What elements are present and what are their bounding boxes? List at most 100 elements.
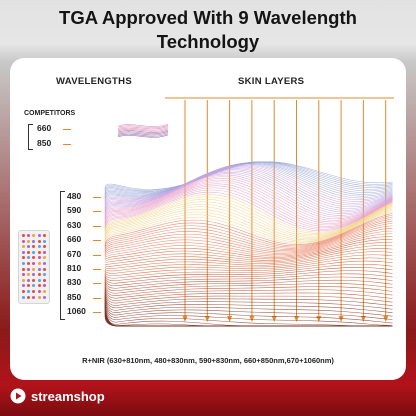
wavelength-wave-line [104, 257, 393, 274]
wavelength-wave-line [104, 267, 393, 281]
wavelength-wave-line [104, 284, 393, 299]
competitor-wavelength-660: 660 [37, 123, 52, 133]
wavelength-wave-line [104, 228, 393, 256]
product-tick-630 [93, 225, 101, 227]
competitor-wave-line [117, 129, 169, 133]
led-dot [37, 284, 41, 288]
wavelength-wave-line [104, 216, 393, 249]
led-dot [32, 262, 36, 265]
product-tick-480 [93, 197, 101, 198]
wavelength-wave-line [104, 194, 393, 233]
wavelength-wave-line [104, 254, 393, 272]
competitor-wave-line [117, 128, 169, 132]
wavelength-wave-line [104, 185, 393, 227]
brand-logo[interactable]: streamshop [10, 388, 105, 404]
led-dot [37, 245, 41, 249]
wavelength-wave-line [104, 273, 393, 287]
wavelength-wave-line [104, 167, 393, 209]
led-dot [27, 295, 31, 299]
competitor-wave-line [117, 127, 169, 131]
led-dot [42, 239, 46, 243]
arrow-head [338, 316, 344, 322]
led-dot [32, 234, 36, 237]
competitor-wave-line [117, 126, 169, 130]
arrow-head [204, 316, 210, 322]
wavelength-wave-line [104, 292, 393, 317]
led-dot [27, 256, 31, 260]
arrow-head [294, 316, 299, 322]
led-dot [37, 250, 41, 254]
competitor-wave-line [117, 134, 169, 138]
product-bracket [60, 191, 65, 320]
wavelength-wave-line [104, 297, 393, 326]
led-dot [27, 239, 31, 243]
title-line-1: TGA Approved With 9 Wavelength [59, 7, 357, 28]
competitor-wave-line [117, 130, 169, 135]
wavelength-wave-line [104, 245, 393, 265]
competitor-wavelength-850: 850 [37, 138, 52, 148]
led-dot [42, 273, 46, 277]
wavelength-wave-line [104, 225, 393, 255]
wavelength-wave-line [104, 307, 393, 327]
wavelength-wave-line [104, 166, 393, 207]
wavelength-wave-line [104, 164, 393, 203]
product-wavelength-1060: 1060 [67, 306, 86, 317]
product-tick-850 [93, 297, 101, 299]
led-dot [27, 284, 31, 288]
wavelength-wave-line [104, 236, 393, 261]
led-dot [32, 284, 36, 288]
wavelength-wave-line [104, 162, 393, 200]
wavelength-wave-line [104, 218, 393, 250]
led-dot [42, 290, 46, 293]
wavelength-wave-line [104, 298, 393, 327]
wavelength-wave-line [104, 168, 393, 210]
wavelength-wave-line [104, 279, 393, 292]
product-wavelength-850: 850 [67, 291, 82, 302]
wavelength-wave-line [104, 171, 393, 215]
wavelength-wave-line [104, 294, 393, 320]
wavelength-wave-line [104, 242, 393, 264]
product-tick-660 [93, 240, 101, 242]
wavelength-wave-line [104, 291, 393, 313]
combination-footnote: R+NIR (630+810nm, 480+830nm, 590+830nm, … [82, 356, 334, 365]
red-light-panel-image [18, 230, 50, 304]
competitors-bracket [28, 124, 33, 150]
led-dot [22, 239, 25, 243]
product-tick-670 [93, 254, 101, 256]
product-wavelength-670: 670 [67, 248, 82, 259]
product-tick-810 [93, 269, 101, 270]
wavelength-wave-line [104, 214, 393, 247]
brand-name: streamshop [31, 388, 105, 404]
page-title: TGA Approved With 9 Wavelength Technolog… [0, 6, 416, 54]
product-wavelength-830: 830 [67, 277, 82, 288]
title-line-2: Technology [156, 31, 260, 52]
wavelength-wave-line [104, 189, 393, 230]
wavelength-wave-line [104, 263, 393, 279]
wave-illustration [104, 97, 394, 327]
wavelength-wave-line [104, 211, 393, 245]
led-dot [27, 234, 31, 237]
arrow-head [249, 316, 255, 322]
wavelength-wave-line [104, 164, 393, 204]
wavelength-wave-line [104, 281, 393, 294]
competitor-tick-660 [63, 129, 71, 130]
wavelength-wave-line [104, 178, 393, 221]
led-dot [22, 256, 25, 260]
product-wavelength-480: 480 [67, 191, 82, 201]
led-dot [42, 256, 46, 260]
led-dot [32, 250, 36, 254]
competitor-wave-line [117, 132, 169, 136]
wavelength-wave-line [104, 239, 393, 262]
wavelength-wave-line [104, 179, 393, 223]
led-dot [32, 256, 36, 260]
led-dot [27, 245, 31, 249]
led-dot [42, 267, 46, 271]
wavelength-wave-line [104, 233, 393, 259]
led-dot [27, 262, 31, 265]
led-dot [32, 278, 36, 282]
wavelength-wave-line [104, 251, 393, 269]
led-dot [37, 239, 41, 243]
wavelength-wave-line [104, 220, 393, 252]
wavelength-wave-line [104, 207, 393, 241]
